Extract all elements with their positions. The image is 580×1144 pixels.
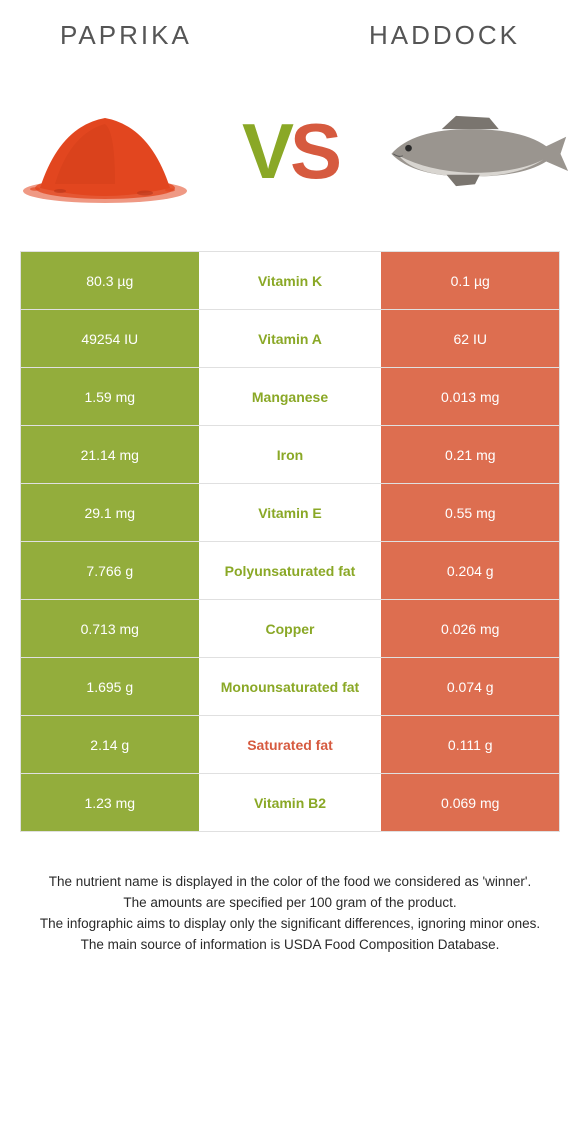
cell-right: 0.111 g bbox=[381, 716, 559, 773]
table-row: 21.14 mgIron0.21 mg bbox=[21, 425, 559, 483]
cell-nutrient: Vitamin B2 bbox=[199, 774, 382, 831]
table-row: 1.59 mgManganese0.013 mg bbox=[21, 367, 559, 425]
cell-right: 0.21 mg bbox=[381, 426, 559, 483]
paprika-icon bbox=[15, 96, 195, 206]
table-row: 1.23 mgVitamin B20.069 mg bbox=[21, 773, 559, 831]
fish-icon bbox=[380, 106, 570, 196]
cell-left: 1.59 mg bbox=[21, 368, 199, 425]
cell-nutrient: Copper bbox=[199, 600, 382, 657]
table-row: 49254 IUVitamin A62 IU bbox=[21, 309, 559, 367]
cell-left: 1.23 mg bbox=[21, 774, 199, 831]
footer-line: The nutrient name is displayed in the co… bbox=[25, 872, 555, 893]
cell-nutrient: Polyunsaturated fat bbox=[199, 542, 382, 599]
footer-notes: The nutrient name is displayed in the co… bbox=[25, 872, 555, 956]
footer-line: The amounts are specified per 100 gram o… bbox=[25, 893, 555, 914]
cell-right: 0.074 g bbox=[381, 658, 559, 715]
vs-label: VS bbox=[242, 112, 338, 190]
cell-left: 29.1 mg bbox=[21, 484, 199, 541]
cell-left: 21.14 mg bbox=[21, 426, 199, 483]
footer-line: The infographic aims to display only the… bbox=[25, 914, 555, 935]
cell-left: 2.14 g bbox=[21, 716, 199, 773]
title-row: PAPRIKA HADDOCK bbox=[0, 0, 580, 61]
cell-left: 49254 IU bbox=[21, 310, 199, 367]
nutrient-table: 80.3 µgVitamin K0.1 µg49254 IUVitamin A6… bbox=[20, 251, 560, 832]
cell-left: 80.3 µg bbox=[21, 252, 199, 309]
cell-right: 0.204 g bbox=[381, 542, 559, 599]
table-row: 7.766 gPolyunsaturated fat0.204 g bbox=[21, 541, 559, 599]
table-row: 29.1 mgVitamin E0.55 mg bbox=[21, 483, 559, 541]
cell-nutrient: Monounsaturated fat bbox=[199, 658, 382, 715]
table-row: 80.3 µgVitamin K0.1 µg bbox=[21, 251, 559, 309]
vs-v: V bbox=[242, 107, 290, 195]
cell-right: 0.013 mg bbox=[381, 368, 559, 425]
cell-nutrient: Iron bbox=[199, 426, 382, 483]
cell-nutrient: Vitamin K bbox=[199, 252, 382, 309]
cell-right: 0.55 mg bbox=[381, 484, 559, 541]
cell-nutrient: Vitamin A bbox=[199, 310, 382, 367]
cell-nutrient: Vitamin E bbox=[199, 484, 382, 541]
haddock-image bbox=[380, 91, 570, 211]
cell-right: 62 IU bbox=[381, 310, 559, 367]
vs-s: S bbox=[290, 107, 338, 195]
footer-line: The main source of information is USDA F… bbox=[25, 935, 555, 956]
table-row: 0.713 mgCopper0.026 mg bbox=[21, 599, 559, 657]
hero-row: VS bbox=[0, 61, 580, 251]
cell-left: 1.695 g bbox=[21, 658, 199, 715]
cell-right: 0.1 µg bbox=[381, 252, 559, 309]
title-right: HADDOCK bbox=[369, 20, 520, 51]
cell-right: 0.069 mg bbox=[381, 774, 559, 831]
table-row: 1.695 gMonounsaturated fat0.074 g bbox=[21, 657, 559, 715]
cell-right: 0.026 mg bbox=[381, 600, 559, 657]
paprika-image bbox=[10, 91, 200, 211]
cell-left: 0.713 mg bbox=[21, 600, 199, 657]
cell-nutrient: Manganese bbox=[199, 368, 382, 425]
cell-nutrient: Saturated fat bbox=[199, 716, 382, 773]
table-row: 2.14 gSaturated fat0.111 g bbox=[21, 715, 559, 773]
cell-left: 7.766 g bbox=[21, 542, 199, 599]
title-left: PAPRIKA bbox=[60, 20, 192, 51]
